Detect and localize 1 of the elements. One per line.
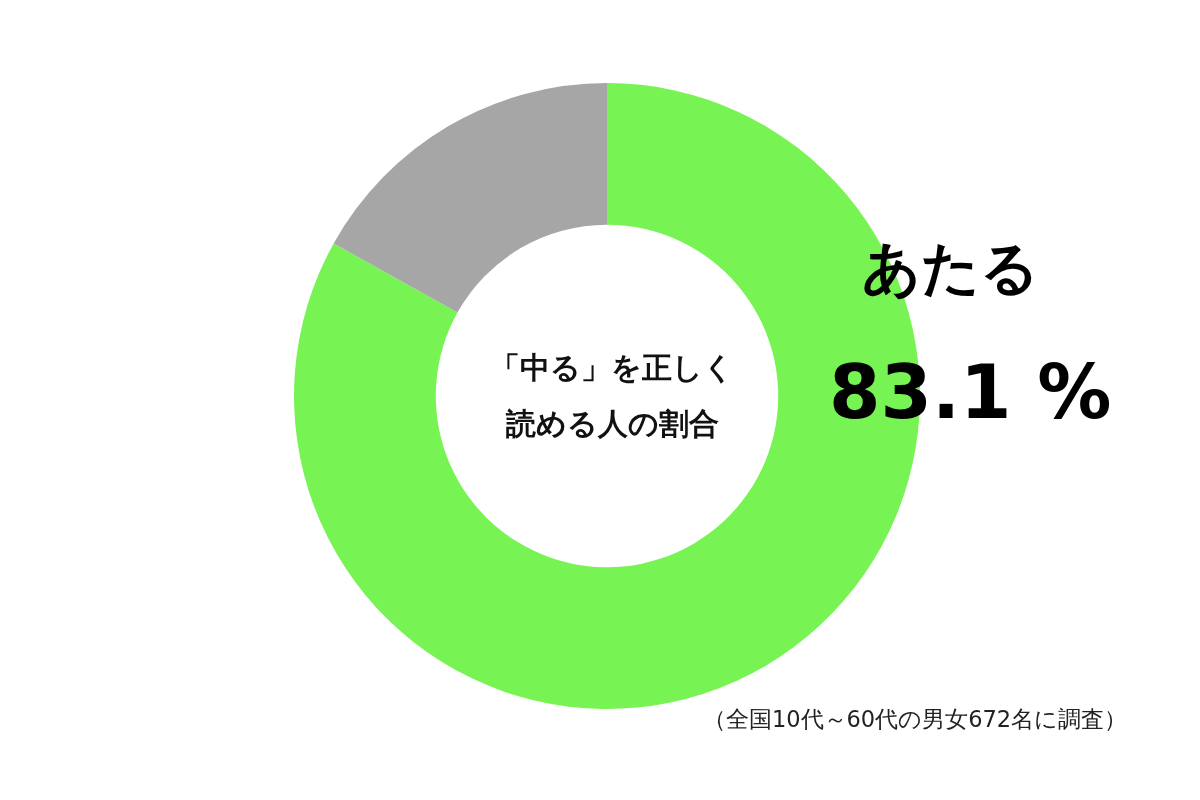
title: 「中る」を正しく読める人の割合: [489, 349, 735, 443]
